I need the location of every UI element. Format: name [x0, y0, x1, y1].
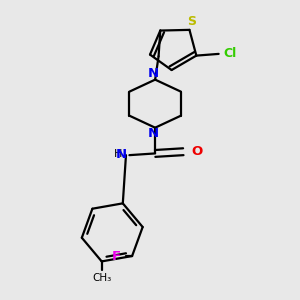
- Text: N: N: [148, 128, 159, 140]
- Text: N: N: [116, 148, 127, 160]
- Text: O: O: [192, 145, 203, 158]
- Text: S: S: [187, 15, 196, 28]
- Text: N: N: [148, 67, 159, 80]
- Text: F: F: [112, 250, 121, 262]
- Text: CH₃: CH₃: [92, 273, 111, 284]
- Text: H: H: [114, 149, 122, 159]
- Text: Cl: Cl: [224, 47, 237, 60]
